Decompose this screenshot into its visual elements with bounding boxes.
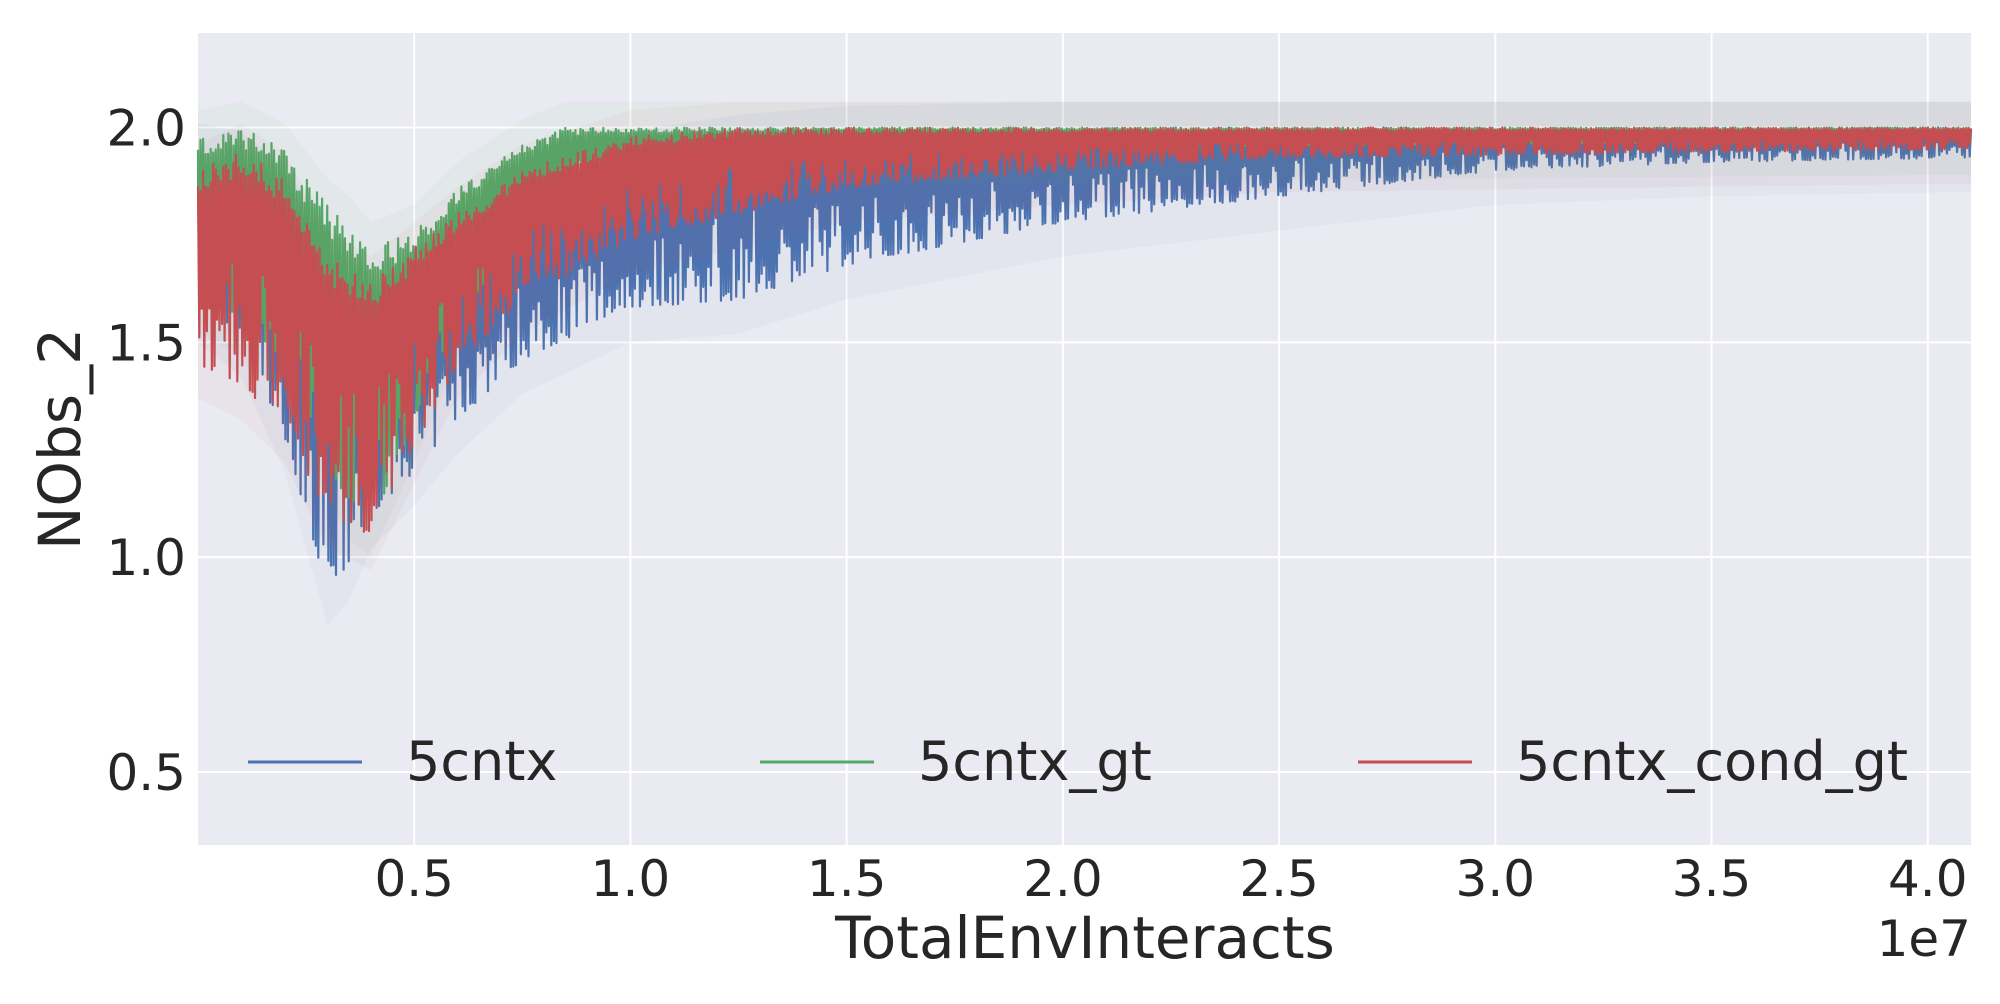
- y-tick-label: 1.5: [106, 314, 186, 372]
- confidence-band: [198, 101, 1971, 571]
- x-tick-label: 1.5: [807, 850, 887, 908]
- x-tick-label: 3.5: [1672, 850, 1752, 908]
- y-tick-label: 2.0: [106, 100, 186, 158]
- legend-label-5cntx-gt: 5cntx_gt: [918, 730, 1152, 793]
- x-tick-label: 2.0: [1023, 850, 1103, 908]
- x-offset-text: 1e7: [1877, 910, 1971, 968]
- legend-label-5cntx: 5cntx: [406, 730, 557, 793]
- tick-labels: 0.5 1.0 1.5 2.0 2.5 3.0 3.5 4.0 0.5 1.0 1.5 2.0: [106, 100, 1967, 908]
- series-5cntx_cond_gt: [196, 101, 1973, 571]
- series-layer: [196, 101, 1973, 626]
- y-tick-label: 1.0: [106, 529, 186, 587]
- series-line: [196, 126, 1973, 533]
- legend: 5cntx 5cntx_gt 5cntx_cond_gt: [248, 730, 1908, 793]
- x-tick-label: 4.0: [1888, 850, 1968, 908]
- x-tick-label: 3.0: [1456, 850, 1536, 908]
- x-tick-label: 0.5: [374, 850, 454, 908]
- y-tick-label: 0.5: [106, 744, 186, 802]
- x-tick-label: 2.5: [1239, 850, 1319, 908]
- y-axis-label: NObs_2: [26, 328, 94, 550]
- x-axis-label: TotalEnvInteracts: [834, 904, 1335, 972]
- legend-label-5cntx-cond-gt: 5cntx_cond_gt: [1516, 730, 1908, 793]
- x-tick-label: 1.0: [591, 850, 671, 908]
